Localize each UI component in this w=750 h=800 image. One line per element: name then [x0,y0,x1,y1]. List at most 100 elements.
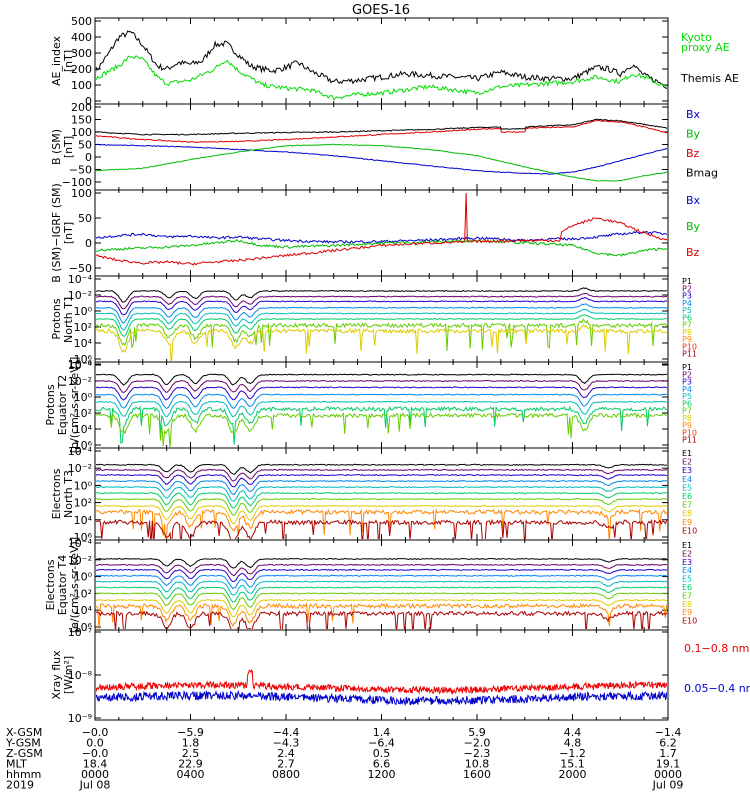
y-tick-label: 0 [85,151,92,164]
y-tick-label: 10² [74,407,92,420]
y-tick-label: 10⁶ [74,621,93,634]
legend-entry: P11 [682,350,697,359]
series-line-bx [96,143,667,175]
series-line-level-7 [96,592,667,610]
footer-cell: 10.8 [465,758,490,771]
y-tick-label: 500 [71,15,92,28]
footer-cell: 18.4 [83,758,108,771]
y-axis-label: Xray flux [50,650,63,700]
footer-row-label: X-GSM [6,726,42,739]
footer-row-label: Z-GSM [6,747,43,760]
footer-cell: 1200 [368,768,396,781]
footer-cell: 0400 [177,768,205,781]
legend-entry: E8 [682,509,692,518]
legend-entry: By [686,128,701,141]
footer-cell: 6.6 [373,758,391,771]
y-tick-label: 400 [71,31,92,44]
series-group [96,463,667,539]
footer-row-label: hhmm [6,768,41,781]
footer-cell: 2.5 [182,747,200,760]
series-line-level-6 [96,405,667,445]
footer-cell: −4.3 [273,737,300,750]
y-axis-label: B (SM) [50,129,63,165]
footer-cell: −1.2 [559,747,586,760]
legend-entry: E10 [682,526,697,535]
series-line-bx [96,230,667,244]
y-tick-label: 10⁻⁸ [68,669,93,682]
legend-entry: E1 [682,541,692,550]
y-axis-label: [nT] [62,222,75,244]
series-group [96,287,667,361]
legend-entry: P8 [682,414,692,423]
legend-entry: P5 [682,392,692,401]
series-line-level-3 [96,297,667,316]
legend-entry: P3 [682,378,692,387]
y-axis-label: Equator T4 [56,555,69,615]
series-group [96,373,667,447]
panel-legend: Bx By Bz [686,194,701,259]
series-group [96,669,667,707]
legend-entry: proxy AE [681,41,730,54]
y-axis-label: [e/(cm²-s-sr-keV)] [68,537,81,633]
y-axis-label: [nT] [62,136,75,158]
y-tick-label: 10⁻⁴ [68,273,93,286]
legend-entry: E10 [682,617,697,626]
legend-entry: E4 [682,475,692,484]
legend-entry: P9 [682,335,692,344]
y-tick-label: 10⁶ [74,439,93,452]
footer-cell: 1.8 [182,737,200,750]
series-line-level-6 [96,314,667,337]
legend-entry: P7 [682,407,692,416]
series-line-level-2 [96,292,667,310]
series-line-level-1 [96,463,667,475]
footer-cell: 0000 [81,768,109,781]
footer-cell: Jul 08 [79,779,111,792]
y-tick-label: 10⁶ [74,353,93,366]
series-line-bmag [96,118,667,136]
legend-entry: P4 [682,385,692,394]
series-line-level-1 [96,287,667,303]
y-tick-label: 10⁰ [74,479,93,492]
y-tick-label: 10⁻⁷ [68,626,92,639]
legend-entry: P10 [682,428,697,437]
legend-entry: E5 [682,483,692,492]
legend-entry: 0.1−0.8 nm [684,642,749,655]
legend-entry: P1 [682,363,692,372]
legend-entry: Bx [686,194,701,207]
series-line-bz [96,120,667,143]
legend-entry: E9 [682,518,692,527]
legend-entry: P3 [682,292,692,301]
series-line-level-2 [96,468,667,482]
legend-entry: P9 [682,421,692,430]
y-tick-label: 0 [85,237,92,250]
legend-entry: P4 [682,299,692,308]
footer-cell: 4.4 [564,726,582,739]
y-tick-label: 10⁰ [74,571,93,584]
y-tick-label: 0 [85,95,92,108]
legend-entry: 0.05−0.4 nm [684,682,750,695]
legend-entry: P7 [682,321,692,330]
footer-cell: −4.4 [273,726,300,739]
y-tick-label: 10⁴ [74,514,93,527]
y-tick-label: 300 [71,47,92,60]
legend-entry: E2 [682,458,692,467]
series-group [96,192,667,266]
footer-cell: 5.9 [468,726,486,739]
series-group [96,118,667,182]
legend-entry: P6 [682,399,692,408]
legend-entry: Bz [686,147,700,160]
panel-peq: 10⁶ 10⁴ 10² 10⁰ 10⁻² 10⁻⁴10⁻⁶ Protons Equator T… [44,357,697,454]
series-line-level-2 [96,563,667,577]
series-line-xray [96,669,667,696]
series-line-level-8 [96,324,667,361]
series-line-level-5 [96,308,667,331]
footer-cell: −0.0 [82,747,109,760]
series-line-level-5 [96,485,667,502]
footer-cell: 1.7 [659,747,677,760]
series-line-level-7 [96,411,667,447]
